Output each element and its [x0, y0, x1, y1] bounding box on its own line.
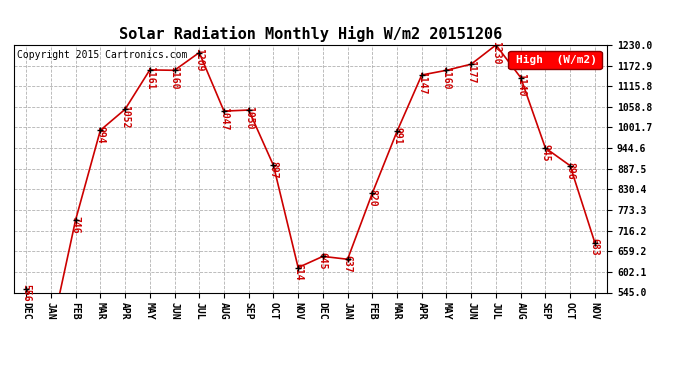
Text: 429: 429 [0, 374, 1, 375]
Text: 1209: 1209 [195, 48, 204, 72]
Text: 614: 614 [293, 263, 303, 281]
Text: 746: 746 [70, 216, 81, 233]
Text: 1147: 1147 [417, 71, 426, 94]
Text: 994: 994 [95, 126, 106, 144]
Text: 1160: 1160 [170, 66, 179, 90]
Text: 1052: 1052 [120, 105, 130, 129]
Text: 991: 991 [392, 127, 402, 145]
Text: 896: 896 [565, 162, 575, 179]
Text: 1177: 1177 [466, 60, 476, 84]
Text: 1161: 1161 [145, 66, 155, 89]
Text: 683: 683 [590, 238, 600, 256]
Legend: High  (W/m2): High (W/m2) [509, 51, 602, 69]
Text: 1230: 1230 [491, 41, 501, 64]
Text: Copyright 2015 Cartronics.com: Copyright 2015 Cartronics.com [17, 50, 187, 60]
Title: Solar Radiation Monthly High W/m2 20151206: Solar Radiation Monthly High W/m2 201512… [119, 27, 502, 42]
Text: 897: 897 [268, 161, 278, 179]
Text: 1047: 1047 [219, 107, 229, 130]
Text: 1160: 1160 [442, 66, 451, 90]
Text: 645: 645 [318, 252, 328, 270]
Text: 820: 820 [367, 189, 377, 207]
Text: 945: 945 [540, 144, 551, 161]
Text: 1050: 1050 [244, 106, 254, 129]
Text: 1140: 1140 [515, 74, 526, 97]
Text: 637: 637 [343, 255, 353, 273]
Text: 556: 556 [21, 284, 31, 302]
